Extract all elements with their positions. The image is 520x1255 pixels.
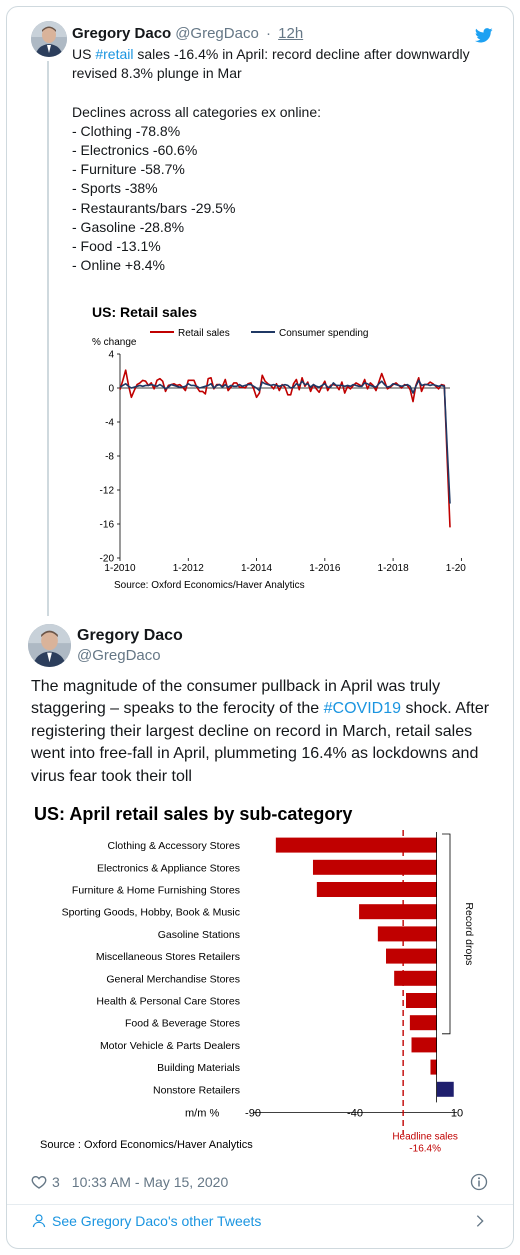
y-tick-label: -8	[105, 452, 114, 463]
legend-label: Consumer spending	[279, 328, 369, 339]
author-name[interactable]: Gregory Daco	[77, 627, 183, 644]
bar	[409, 1015, 437, 1031]
bracket-label: Record drops	[463, 902, 475, 965]
x-tick-label: -40	[347, 1107, 363, 1119]
see-more-label[interactable]: See Gregory Daco's other Tweets	[52, 1213, 262, 1229]
x-tick-label: 1-2016	[309, 563, 341, 574]
bar	[377, 926, 437, 942]
bar	[406, 993, 437, 1008]
chart-source: Source : Oxford Economics/Haver Analytic…	[40, 1139, 253, 1151]
text-segment: US	[72, 46, 96, 62]
y-tick-label: -4	[105, 418, 114, 429]
tweet-timestamp[interactable]: 10:33 AM - May 15, 2020	[71, 1174, 229, 1190]
twitter-bird-icon[interactable]	[475, 28, 493, 43]
text-segment: shock. After registering their largest d…	[31, 700, 490, 785]
category-label: Health & Personal Care Stores	[96, 996, 240, 1008]
author-handle[interactable]: @GregDaco	[175, 25, 259, 42]
category-label: Motor Vehicle & Parts Dealers	[100, 1040, 240, 1052]
subcategory-chart[interactable]: US: April retail sales by sub-category Cl…	[30, 796, 492, 1158]
bar	[386, 948, 437, 964]
category-label: Building Materials	[157, 1062, 240, 1074]
x-tick-label: 1-2012	[173, 563, 205, 574]
category-label: Furniture & Home Furnishing Stores	[72, 885, 240, 897]
like-count[interactable]: 3	[52, 1174, 60, 1190]
info-icon[interactable]	[470, 1173, 488, 1191]
headline-value: -16.4%	[409, 1143, 441, 1154]
category-label: Clothing & Accessory Stores	[108, 840, 240, 852]
tweet-meta: 3 10:33 AM - May 15, 2020	[31, 1172, 228, 1192]
bar	[359, 904, 437, 920]
category-label: General Merchandise Stores	[106, 973, 240, 985]
series-line	[119, 369, 451, 528]
separator: ·	[265, 25, 271, 42]
author-handle[interactable]: @GregDaco	[77, 647, 161, 664]
legend-label: Retail sales	[178, 328, 230, 339]
series-line	[119, 379, 451, 504]
bar	[394, 970, 437, 986]
bar	[430, 1059, 437, 1075]
bar	[275, 837, 437, 853]
y-tick-label: -12	[100, 486, 115, 497]
y-tick-label: -20	[100, 554, 115, 565]
x-tick-label: 1-2010	[104, 563, 136, 574]
record-drops-bracket	[442, 833, 451, 1035]
heart-icon[interactable]	[31, 1174, 47, 1190]
tweet-text: US #retail sales -16.4% in April: record…	[72, 45, 482, 275]
bar	[312, 859, 437, 875]
category-label: Gasoline Stations	[158, 929, 240, 941]
chevron-right-icon[interactable]	[472, 1213, 488, 1229]
y-tick-label: 4	[108, 350, 114, 361]
y-tick-label: -16	[100, 520, 115, 531]
avatar[interactable]	[28, 624, 71, 667]
text-segment: sales -16.4% in April: record decline af…	[72, 46, 470, 274]
chart-title: US: Retail sales	[92, 304, 197, 320]
y-tick-label: 0	[108, 384, 114, 395]
text-segment: The magnitude of the consumer pullback i…	[31, 678, 441, 718]
x-tick-label: -90	[245, 1107, 261, 1119]
tweet-header: Gregory Daco @GregDaco · 12h	[72, 24, 303, 44]
x-tick-label: 1-2020	[446, 563, 466, 574]
chart-source: Source: Oxford Economics/Haver Analytics	[114, 580, 305, 591]
thread-connector	[47, 61, 49, 616]
x-tick-label: 1-2018	[378, 563, 410, 574]
x-tick-label: 10	[451, 1107, 463, 1119]
tweet-text: The magnitude of the consumer pullback i…	[31, 676, 493, 788]
category-label: Food & Beverage Stores	[125, 1018, 240, 1030]
hashtag-link[interactable]: #retail	[95, 46, 134, 62]
see-more-link[interactable]: See Gregory Daco's other Tweets	[31, 1211, 261, 1231]
divider	[7, 1204, 513, 1205]
avatar[interactable]	[31, 21, 67, 57]
x-axis-label: m/m %	[185, 1107, 219, 1119]
headline-label: Headline sales	[392, 1131, 458, 1142]
tweet-time[interactable]: 12h	[278, 25, 304, 42]
author-name[interactable]: Gregory Daco	[72, 25, 172, 42]
bar	[411, 1037, 437, 1053]
x-tick-label: 1-2014	[241, 563, 273, 574]
category-label: Electronics & Appliance Stores	[97, 862, 240, 874]
y-axis-label: % change	[92, 337, 137, 348]
category-label: Nonstore Retailers	[153, 1084, 240, 1096]
category-label: Sporting Goods, Hobby, Book & Music	[62, 907, 240, 919]
person-icon	[32, 1214, 46, 1228]
category-label: Miscellaneous Stores Retailers	[96, 951, 240, 963]
retail-sales-chart[interactable]: US: Retail sales % change Retail sales Cons…	[86, 298, 466, 598]
hashtag-link[interactable]: #COVID19	[323, 700, 401, 718]
chart-title: US: April retail sales by sub-category	[34, 804, 352, 824]
bar	[316, 882, 437, 897]
bar	[436, 1081, 454, 1097]
